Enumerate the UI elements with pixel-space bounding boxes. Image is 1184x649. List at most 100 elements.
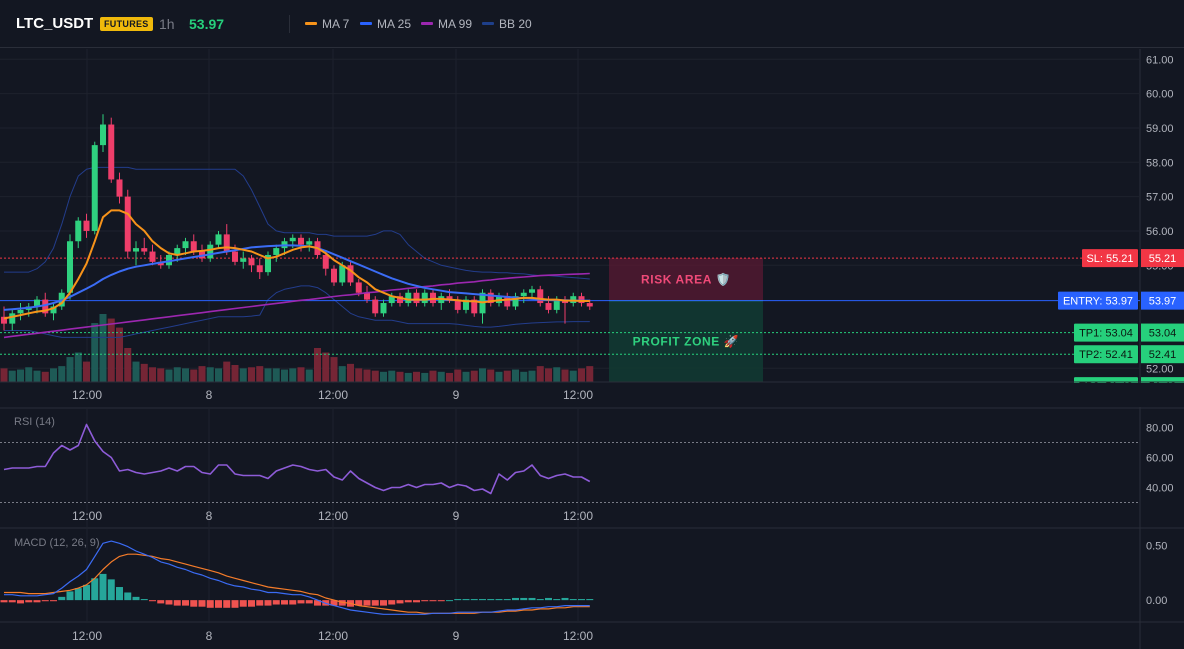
macd-hist-bar — [495, 599, 503, 601]
risk-area-zone — [609, 258, 763, 301]
risk-area-label: RISK AREA 🛡️ — [641, 272, 731, 286]
volume-bar — [578, 368, 585, 382]
macd-hist-bar — [66, 591, 74, 601]
legend-ma99[interactable]: MA 99 — [421, 14, 472, 34]
candle — [322, 251, 329, 276]
legend-ma25[interactable]: MA 25 — [360, 14, 411, 34]
macd-tick-label: 0.50 — [1146, 540, 1167, 552]
macd-hist-bar — [132, 596, 140, 601]
volume-bar — [41, 371, 49, 382]
candle — [388, 292, 395, 307]
macd-hist-bar — [297, 600, 305, 604]
volume-bar — [157, 368, 165, 382]
macd-hist-bar — [330, 600, 338, 606]
candle — [380, 299, 387, 317]
macd-hist-bar — [190, 600, 198, 607]
candle-body — [487, 292, 494, 304]
volume-bar — [215, 368, 222, 382]
macd-hist-bar — [289, 600, 297, 605]
candle-body — [553, 299, 560, 310]
rsi-time-axis: 12:00 8 12:00 9 12:00 — [72, 509, 593, 523]
volume-bar — [363, 369, 371, 382]
candle-body — [34, 299, 40, 307]
profit-zone-label: PROFIT ZONE 🚀 — [633, 334, 740, 348]
macd-hist-bar — [536, 599, 544, 601]
candle — [405, 289, 412, 307]
candle-body — [207, 244, 214, 259]
candle-body — [504, 296, 511, 307]
volume-bar — [116, 327, 123, 382]
volume-bar — [512, 369, 519, 382]
candle-body — [586, 303, 593, 307]
macd-hist-bar — [363, 600, 371, 606]
macd-hist-bar — [248, 600, 255, 607]
futures-badge: FUTURES — [100, 17, 153, 31]
price-tick-label: 58.00 — [1146, 157, 1174, 169]
candle-body — [174, 248, 181, 255]
macd-hist-bar — [437, 600, 445, 602]
candle — [100, 114, 106, 152]
legend-ma25-label: MA 25 — [377, 17, 412, 31]
candle — [512, 292, 519, 310]
candle — [182, 237, 189, 255]
entry-label: ENTRY: 53.97 — [1063, 296, 1133, 308]
volume-bar — [165, 369, 173, 382]
candles — [1, 114, 593, 331]
time-tick-label: 12:00 — [563, 629, 593, 643]
candle — [520, 289, 527, 304]
macd-hist-bar — [124, 592, 132, 601]
macd-hist-bar — [25, 600, 33, 603]
tp1-label-box — [1074, 323, 1138, 342]
macd-hist-bar — [239, 600, 247, 607]
candle-body — [248, 258, 255, 266]
time-tick-label: 12:00 — [563, 388, 593, 402]
macd-panel: MACD (12, 26, 9) 0.50 0.00 — [0, 537, 1167, 615]
legend-ma99-label: MA 99 — [438, 17, 473, 31]
candle-body — [133, 248, 139, 252]
sl-label-box — [1082, 249, 1138, 268]
macd-hist-bar — [256, 600, 264, 606]
candle-body — [512, 296, 519, 307]
candle-body — [347, 265, 354, 283]
volume-bar — [503, 370, 511, 382]
timeframe-selector[interactable]: 1h — [159, 16, 175, 32]
volume-bar — [569, 370, 577, 382]
tp1-label: TP1: 53.04 — [1079, 328, 1133, 340]
candle-body — [298, 237, 304, 245]
candle — [471, 296, 478, 317]
bb20-swatch — [482, 22, 494, 26]
symbol-name[interactable]: LTC_USDT — [16, 15, 94, 32]
macd-hist-bar — [371, 600, 379, 606]
ma99-line — [3, 272, 590, 339]
time-tick-label: 12:00 — [72, 509, 102, 523]
profit-zone — [609, 300, 763, 382]
macd-hist-bar — [421, 600, 429, 602]
legend-bb20[interactable]: BB 20 — [482, 14, 532, 34]
volume-bar — [190, 369, 198, 382]
ma7-line — [3, 209, 590, 320]
macd-hist-bar — [470, 599, 478, 601]
tp1-level-labels: TP1: 53.04 53.04 — [1074, 323, 1184, 342]
candle — [372, 296, 379, 317]
rsi-title: RSI (14) — [14, 416, 55, 428]
volume-bar — [371, 370, 379, 382]
time-tick-label: 9 — [453, 509, 460, 523]
macd-hist-bar — [413, 600, 420, 603]
candle-body — [273, 248, 280, 255]
volume-bar — [256, 366, 264, 382]
volume-bar — [338, 366, 346, 382]
candle-body — [545, 303, 552, 310]
candle — [83, 213, 90, 238]
volume-bar — [50, 368, 57, 382]
entry-axis-box — [1141, 291, 1184, 310]
tp2-axis-box — [1141, 345, 1184, 364]
volume-bar — [173, 367, 181, 382]
grid-lines — [0, 49, 1140, 622]
candle-body — [471, 299, 478, 314]
legend-ma7[interactable]: MA 7 — [305, 14, 349, 34]
macd-hist-bar — [281, 600, 288, 605]
candle-body — [520, 292, 527, 297]
sl-label: SL: 55.21 — [1086, 253, 1133, 265]
rsi-panel: RSI (14) 80.00 60.00 40.00 — [0, 416, 1174, 503]
